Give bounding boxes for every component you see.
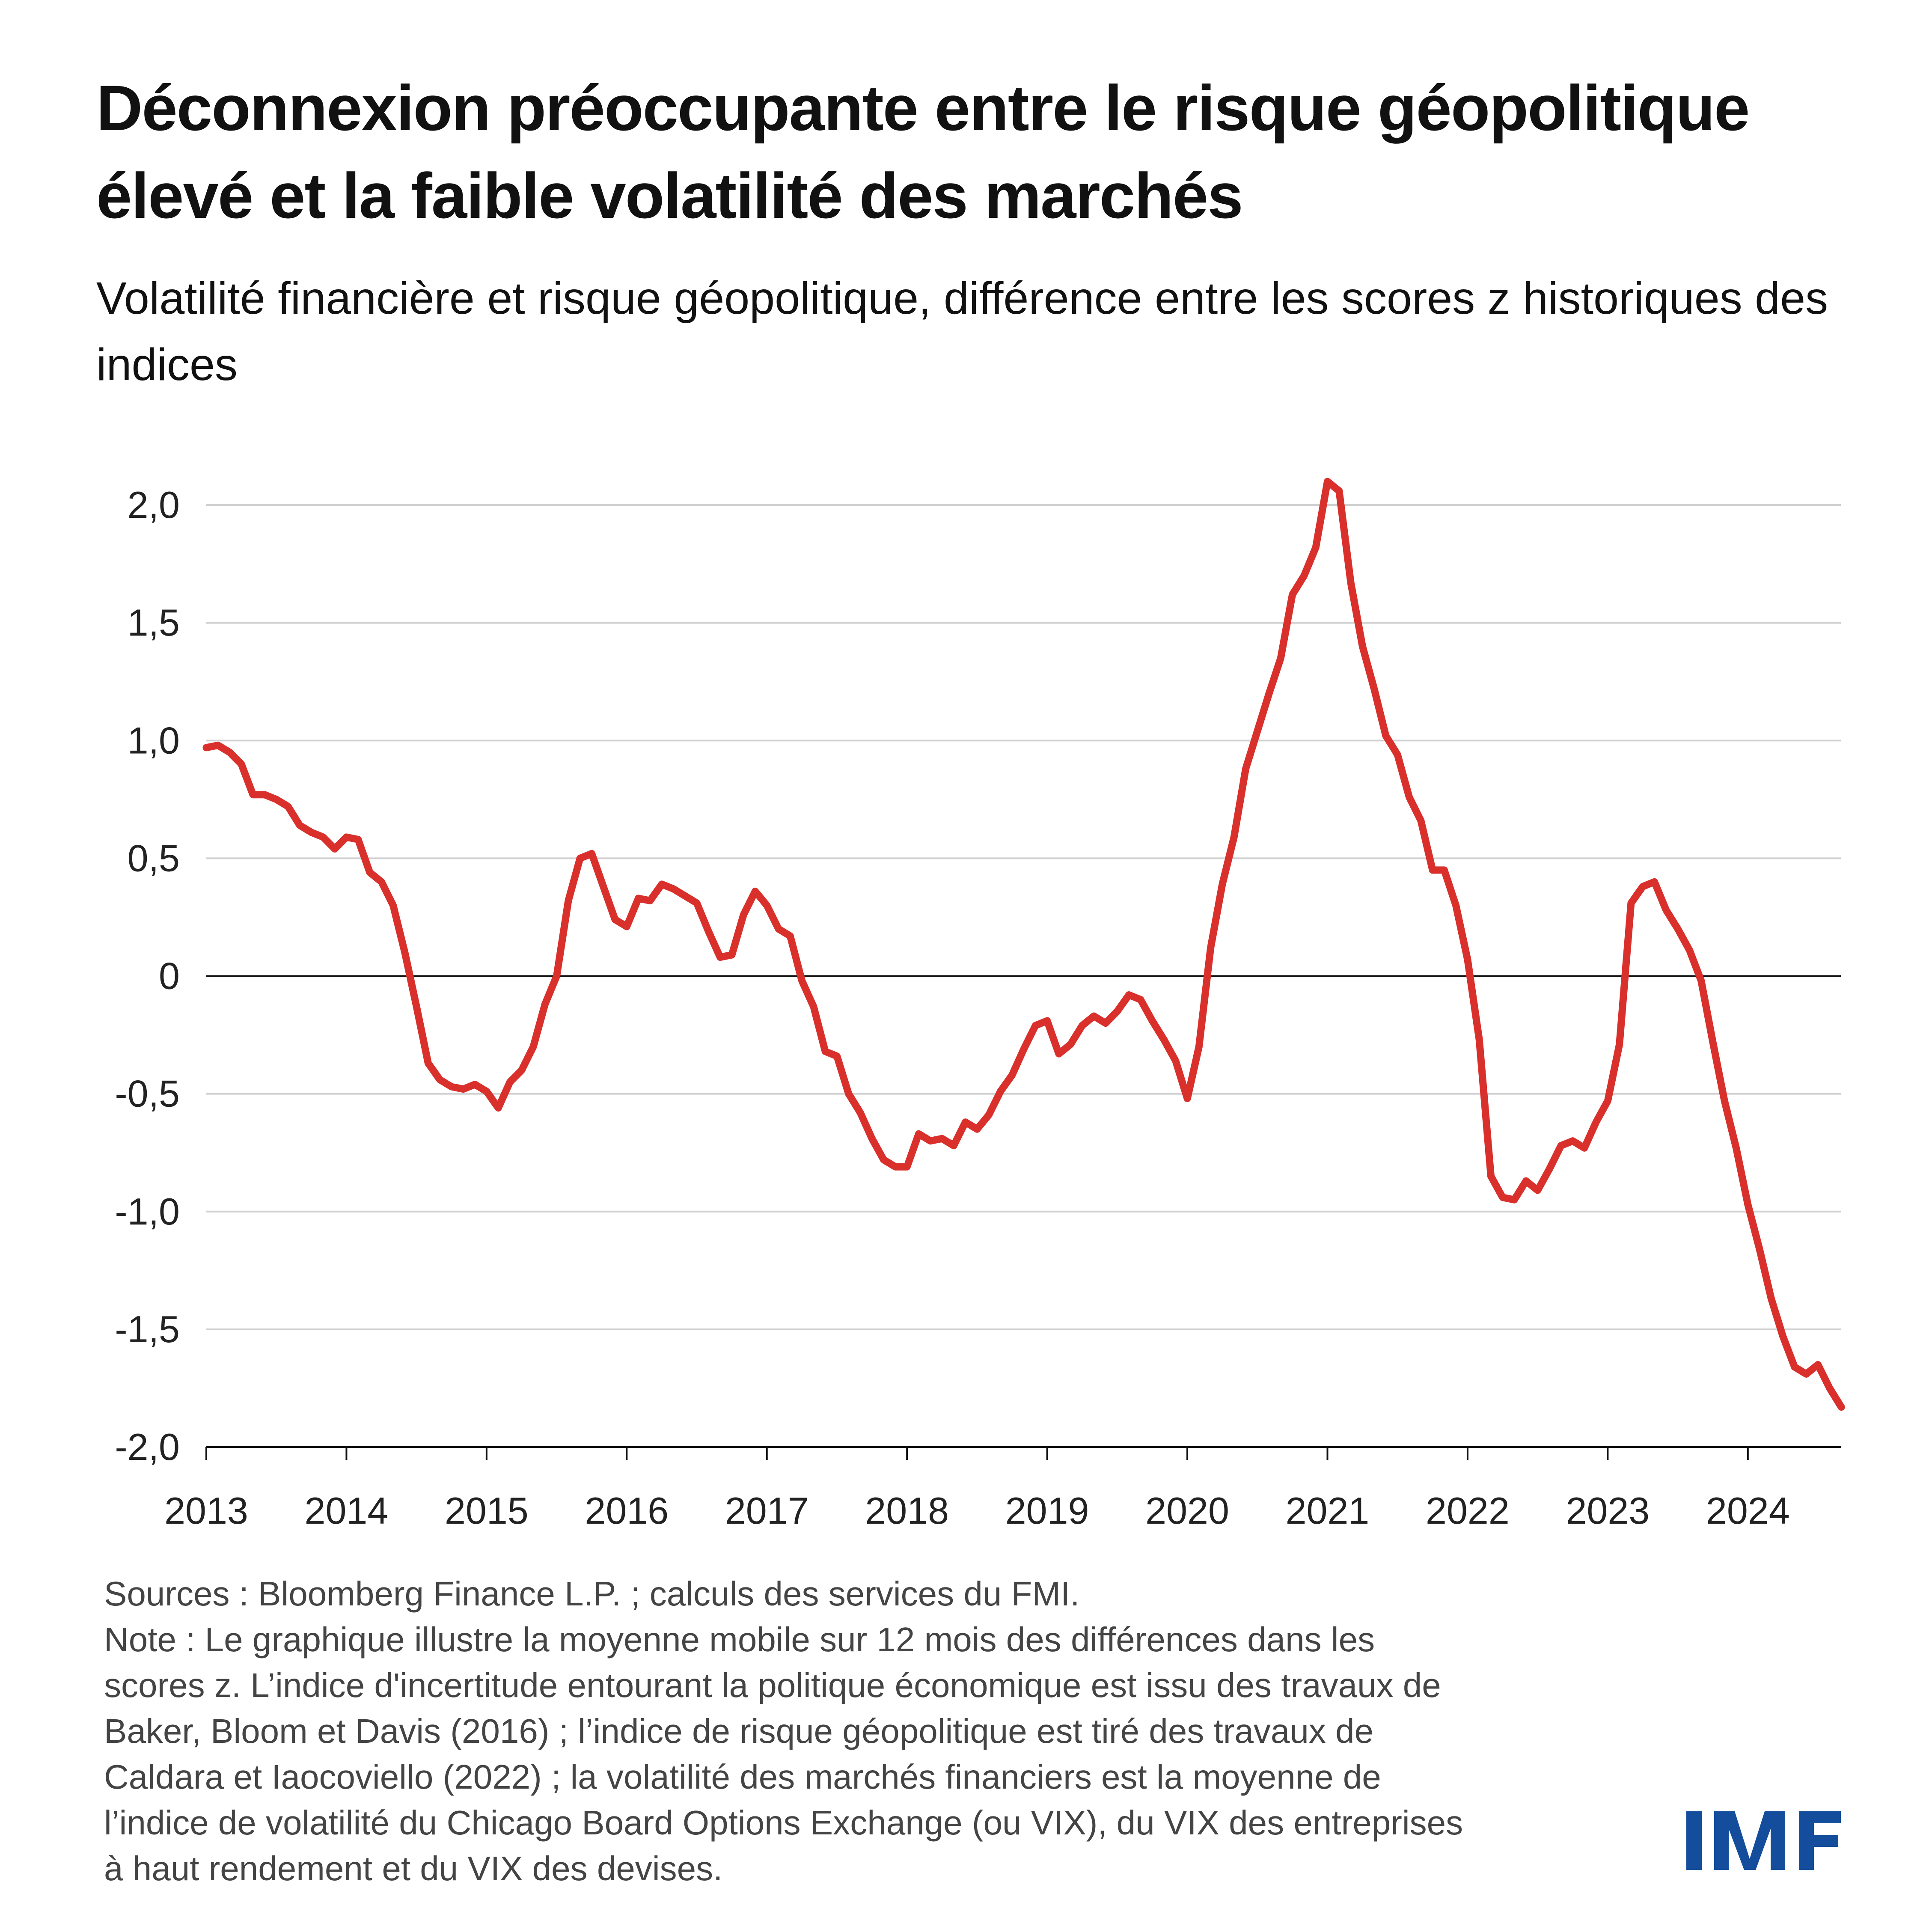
chart-notes: Sources : Bloomberg Finance L.P. ; calcu… <box>104 1571 1645 1891</box>
x-tick-label: 2019 <box>1005 1489 1089 1532</box>
note-line: scores z. L’indice d'incertitude entoura… <box>104 1666 1441 1704</box>
x-tick-label: 2023 <box>1566 1489 1650 1532</box>
y-tick-label: -1,5 <box>115 1308 180 1350</box>
note-line: Caldara et Iaocoviello (2022) ; la volat… <box>104 1758 1381 1796</box>
y-tick-label: -1,0 <box>115 1190 180 1233</box>
x-tick-label: 2024 <box>1706 1489 1790 1532</box>
y-tick-label: -2,0 <box>115 1426 180 1468</box>
y-tick-label: -0,5 <box>115 1073 180 1115</box>
x-tick-label: 2013 <box>164 1489 248 1532</box>
x-tick-label: 2015 <box>445 1489 529 1532</box>
imf-logo <box>1686 1811 1841 1870</box>
x-tick-label: 2022 <box>1426 1489 1510 1532</box>
y-tick-label: 0,5 <box>128 837 180 879</box>
chart-subtitle: Volatilité financière et risque géopolit… <box>96 273 1828 390</box>
y-tick-label: 0 <box>159 955 180 997</box>
y-tick-label: 1,5 <box>128 601 180 644</box>
x-tick-label: 2020 <box>1145 1489 1229 1532</box>
x-tick-label: 2016 <box>585 1489 669 1532</box>
x-tick-label: 2021 <box>1286 1489 1370 1532</box>
x-tick-label: 2017 <box>725 1489 809 1532</box>
note-line: Note : Le graphique illustre la moyenne … <box>104 1620 1375 1659</box>
chart-title: Déconnexion préoccupante entre le risque… <box>96 72 1750 232</box>
note-line: Baker, Bloom et Davis (2016) ; l’indice … <box>104 1712 1374 1750</box>
note-line: à haut rendement et du VIX des devises. <box>104 1849 723 1887</box>
note-line: l’indice de volatilité du Chicago Board … <box>104 1804 1463 1842</box>
note-line: Sources : Bloomberg Finance L.P. ; calcu… <box>104 1575 1080 1613</box>
y-tick-label: 2,0 <box>128 484 180 526</box>
x-tick-label: 2018 <box>865 1489 949 1532</box>
series-line <box>202 478 1845 1411</box>
x-tick-label: 2014 <box>305 1489 389 1532</box>
y-tick-label: 1,0 <box>128 719 180 761</box>
